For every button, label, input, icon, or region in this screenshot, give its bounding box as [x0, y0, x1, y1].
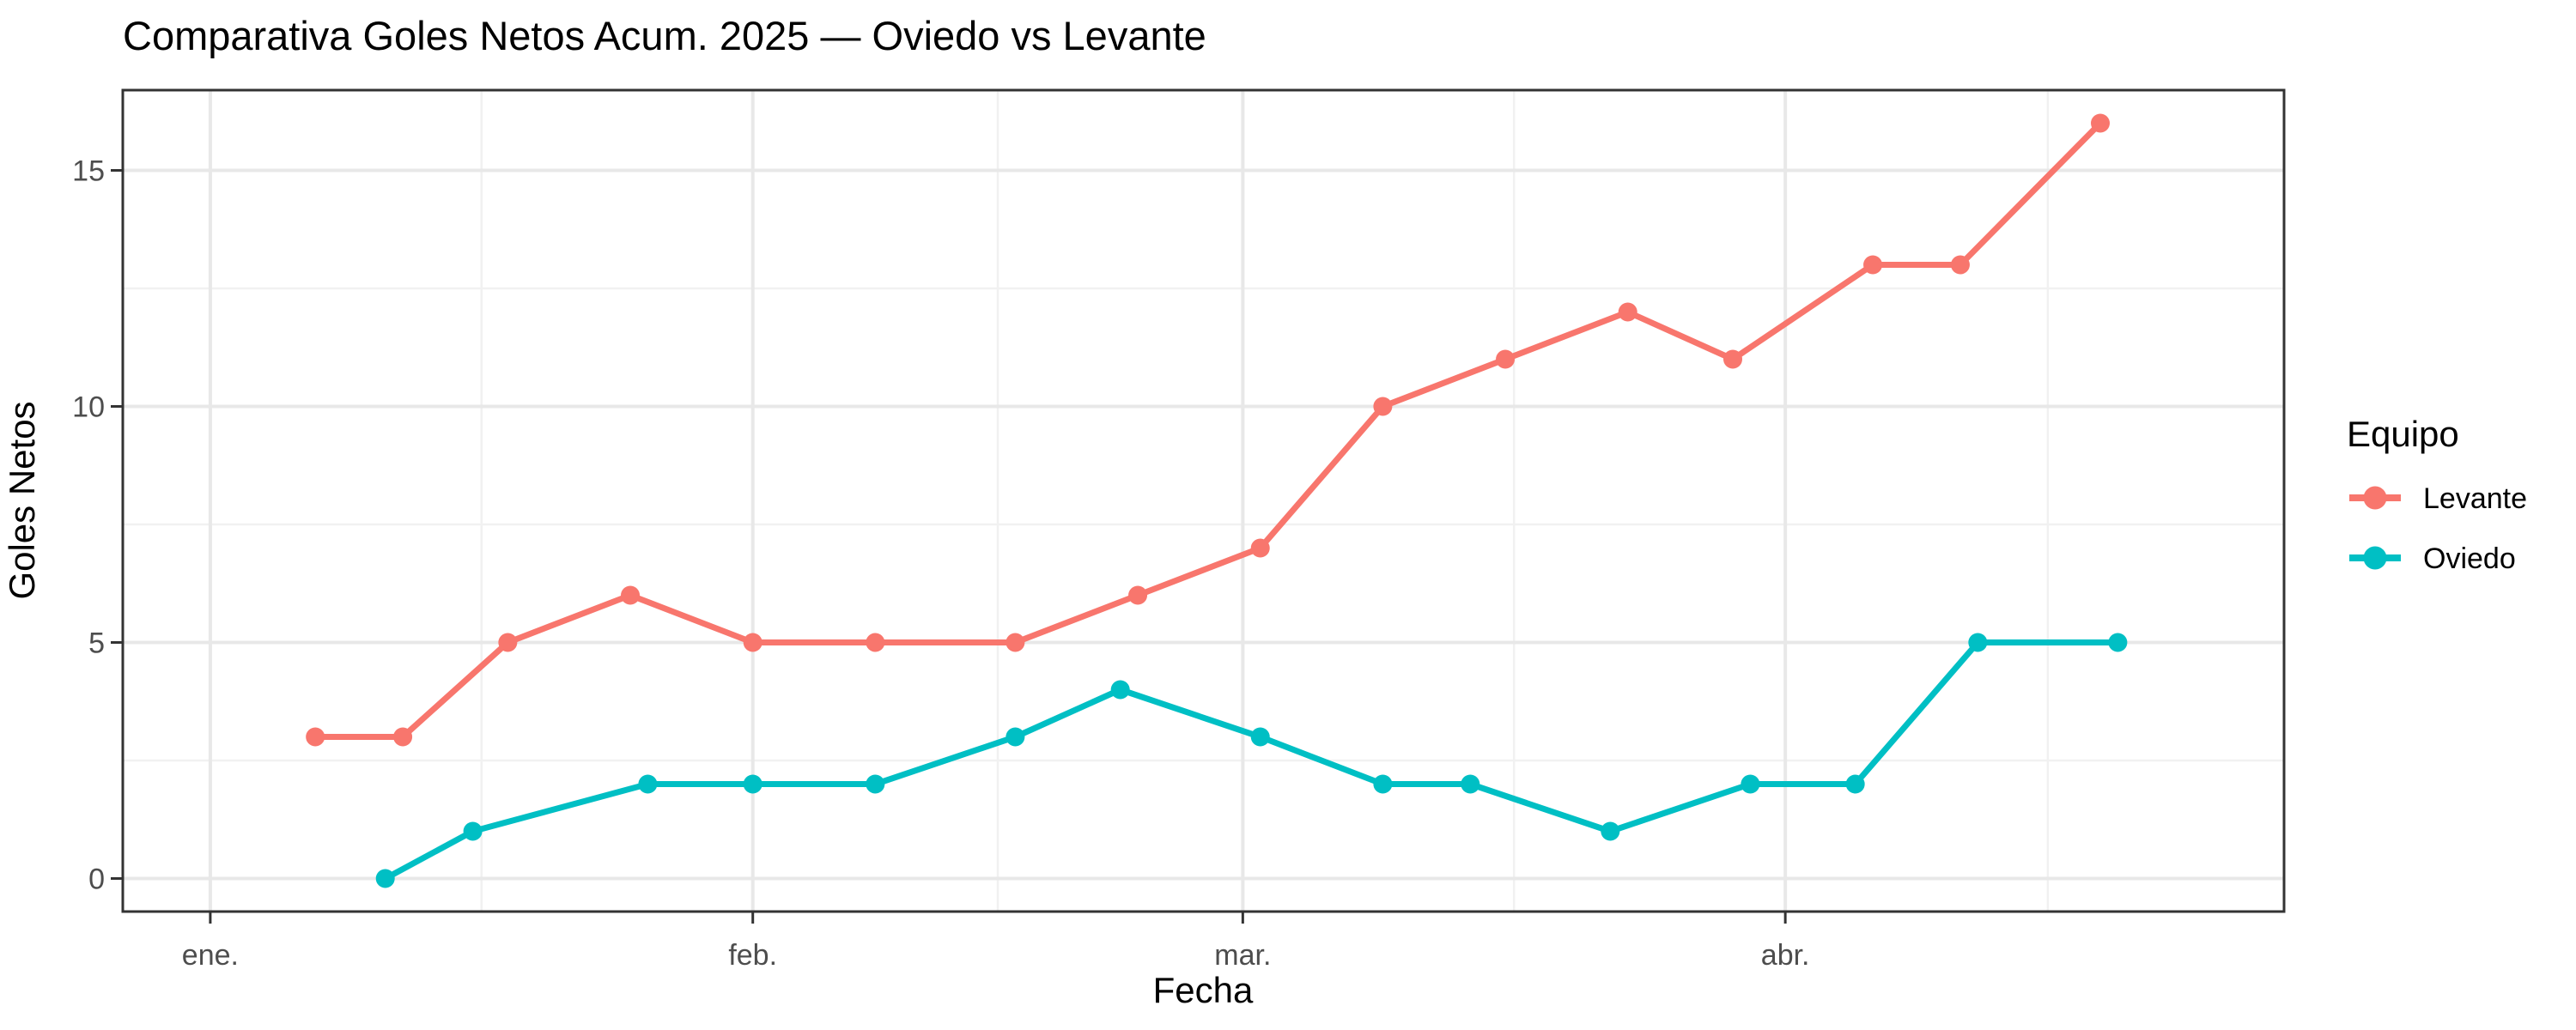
legend-item-label: Oviedo [2423, 542, 2516, 575]
data-point-oviedo [1968, 633, 1988, 652]
data-point-oviedo [1601, 821, 1620, 841]
x-tick-label: abr. [1761, 939, 1810, 972]
data-point-levante [866, 633, 885, 652]
legend-item-label: Levante [2423, 482, 2527, 515]
data-point-oviedo [743, 774, 762, 794]
chart-title: Comparativa Goles Netos Acum. 2025 — Ovi… [123, 13, 1206, 58]
y-tick-label: 5 [88, 627, 105, 660]
axis-ticks-layer: ene. feb. mar. abr. 0 5 10 15 [72, 155, 1809, 972]
data-point-levante [498, 633, 518, 652]
gridlines-layer [123, 90, 2284, 912]
series-layer [306, 113, 2128, 888]
data-point-levante [2091, 113, 2111, 133]
data-point-levante [743, 633, 762, 652]
legend: Equipo Levante Oviedo [2347, 414, 2527, 575]
data-point-oviedo [1741, 774, 1760, 794]
data-point-oviedo [866, 774, 885, 794]
x-axis-title: Fecha [1153, 970, 1254, 1010]
data-point-oviedo [1373, 774, 1393, 794]
data-point-oviedo [1250, 727, 1270, 747]
data-point-levante [1373, 397, 1393, 416]
data-point-levante [393, 727, 413, 747]
data-point-levante [1005, 633, 1025, 652]
x-tick-label: feb. [728, 939, 777, 972]
data-point-levante [1618, 302, 1637, 322]
data-point-levante [1250, 538, 1270, 558]
data-point-levante [1950, 255, 1970, 275]
series-line-levante [315, 121, 2103, 740]
x-tick-label: ene. [182, 939, 239, 972]
data-point-oviedo [1110, 680, 1130, 700]
data-point-levante [1496, 349, 1516, 369]
data-point-oviedo [375, 869, 395, 888]
y-tick-label: 15 [72, 155, 105, 188]
legend-items: Levante Oviedo [2349, 482, 2527, 575]
data-point-oviedo [2108, 633, 2128, 652]
data-point-levante [1723, 349, 1743, 369]
data-point-oviedo [1461, 774, 1480, 794]
data-point-levante [306, 727, 325, 747]
x-tick-label: mar. [1214, 939, 1271, 972]
data-point-levante [1863, 255, 1883, 275]
data-point-oviedo [463, 821, 483, 841]
data-point-oviedo [1845, 774, 1865, 794]
y-tick-label: 0 [88, 863, 105, 896]
data-point-levante [1128, 585, 1148, 605]
legend-key-dot-oviedo [2363, 546, 2387, 570]
legend-title: Equipo [2347, 414, 2459, 454]
y-axis-title: Goles Netos [2, 401, 42, 599]
data-point-oviedo [1005, 727, 1025, 747]
data-point-oviedo [638, 774, 658, 794]
data-point-levante [621, 585, 641, 605]
legend-key-dot-levante [2363, 486, 2387, 510]
y-tick-label: 10 [72, 391, 105, 424]
panel-border [121, 88, 2286, 913]
